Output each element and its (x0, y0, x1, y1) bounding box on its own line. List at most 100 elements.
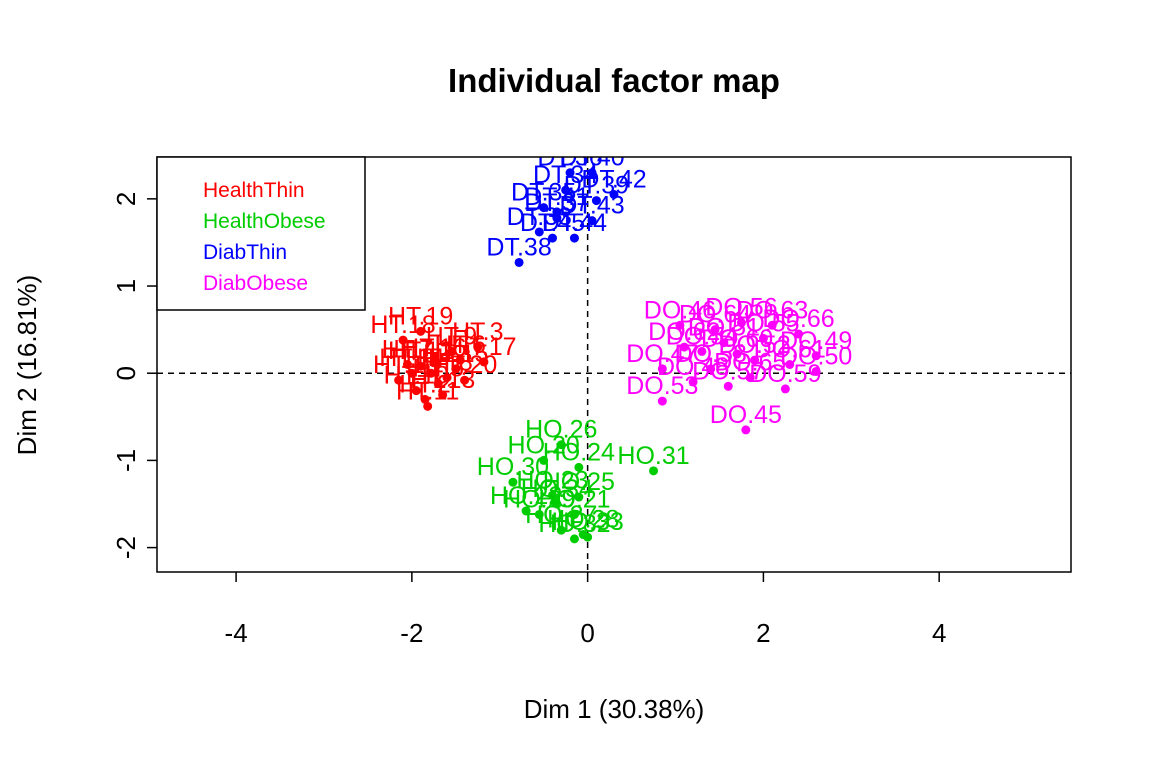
point-label: DO.50 (780, 342, 852, 370)
data-point (583, 532, 593, 542)
y-tick-label: 0 (111, 366, 141, 380)
point-label: DT.35 (511, 179, 576, 207)
data-point (569, 233, 579, 243)
legend-box (156, 156, 366, 311)
data-point (539, 203, 549, 213)
data-point (745, 373, 755, 383)
point-label: DT.41 (524, 183, 589, 211)
point-label: DT.34 (533, 161, 598, 189)
point-label: HT.20 (432, 351, 497, 379)
data-point (416, 361, 426, 371)
data-point (514, 257, 524, 267)
point-label: HT.6 (434, 331, 485, 359)
data-point (649, 466, 659, 476)
data-point (479, 357, 489, 367)
data-point (547, 490, 557, 500)
data-point (723, 381, 733, 391)
legend: HealthThin HealthObese DiabThin DiabObese (156, 156, 366, 311)
data-point (416, 326, 426, 336)
point-label: DT.40 (559, 144, 624, 172)
data-point (552, 213, 562, 223)
point-label: DO.66 (762, 305, 834, 333)
data-point (508, 477, 518, 487)
point-label: DO.46 (644, 296, 716, 324)
point-label: DO.49 (780, 327, 852, 355)
data-point (767, 320, 777, 330)
point-label: DO.48 (657, 353, 729, 381)
point-label: HT.14 (379, 344, 444, 372)
data-point (609, 189, 619, 199)
point-label: DT.43 (559, 192, 624, 220)
legend-entry: HealthObese (203, 210, 326, 233)
data-point (556, 525, 566, 535)
point-label: DO.63 (736, 296, 808, 324)
data-point (423, 401, 433, 411)
data-point (561, 185, 571, 195)
point-label: DO.59 (749, 360, 821, 388)
x-tick-label: 2 (756, 618, 770, 648)
data-point (794, 329, 804, 339)
point-label: HT.11 (396, 377, 459, 405)
point-label: HO.22 (490, 482, 562, 510)
plot-area: HT.19HT.3HT.18HT.9HT.12HT.7HT.5HT.1HT.2H… (111, 144, 1072, 648)
series-healthobese: HO.26 HO.31 HO.20HO.24HO.30HO.23HO.21HO.22… (477, 416, 690, 544)
point-label: DT.42 (581, 165, 646, 193)
x-tick-label: -2 (400, 618, 423, 648)
series-diabthin: DT.36DT.40DT.34DT.42DT.39DT.35DT.41DT.43… (486, 144, 647, 267)
data-point (534, 227, 544, 237)
data-point (750, 355, 760, 365)
data-point (591, 196, 601, 206)
data-point (534, 509, 544, 519)
data-point (521, 506, 531, 516)
data-point (473, 342, 483, 352)
data-point (402, 360, 412, 369)
y-axis-label: Dim 2 (16.81%) (12, 275, 42, 456)
data-point (429, 358, 439, 368)
data-point (657, 364, 667, 374)
point-label: HO.28 (547, 506, 619, 534)
data-point (556, 440, 566, 450)
point-label: HO.24 (543, 438, 615, 466)
data-point (446, 346, 456, 356)
point-label: DO.55 (727, 309, 799, 337)
plot-frame (156, 156, 1072, 573)
legend-entry: DiabThin (203, 241, 287, 264)
data-point (394, 375, 404, 385)
data-point (741, 425, 751, 435)
legend-entry: HealthThin (203, 179, 305, 202)
point-label: HO.31 (617, 442, 689, 470)
point-label: DT.45 (520, 209, 585, 237)
data-point (455, 355, 465, 365)
point-label: HO.23 (516, 466, 588, 494)
data-point (569, 534, 579, 544)
data-point (675, 320, 685, 330)
point-label: HT.9 (426, 322, 477, 350)
x-tick-label: 0 (580, 618, 594, 648)
point-label: DO.64 (679, 301, 751, 329)
y-tick-label: 1 (111, 279, 141, 293)
data-point (442, 373, 452, 383)
point-label: HT.18 (370, 311, 435, 339)
point-label: HO.20 (508, 431, 580, 459)
point-label: DO.45 (710, 401, 782, 429)
data-point (411, 386, 421, 396)
data-point (420, 394, 430, 404)
data-point (732, 349, 742, 359)
point-label: HT.19 (388, 302, 453, 330)
data-point (574, 492, 584, 502)
data-point (811, 366, 821, 376)
data-point (785, 360, 795, 369)
point-label: HT.12 (388, 337, 453, 365)
point-label: DT.36 (537, 144, 602, 172)
point-label: DO.56 (705, 294, 777, 322)
point-label: HT.7 (382, 336, 433, 364)
point-label: DT.44 (542, 209, 607, 237)
data-point (657, 396, 667, 406)
x-tick-label: -4 (225, 618, 248, 648)
point-label: DO.53 (626, 372, 698, 400)
chart-title: Individual factor map (448, 62, 780, 99)
data-point (587, 168, 597, 178)
point-label: DT.38 (486, 233, 551, 261)
data-point (552, 499, 562, 509)
